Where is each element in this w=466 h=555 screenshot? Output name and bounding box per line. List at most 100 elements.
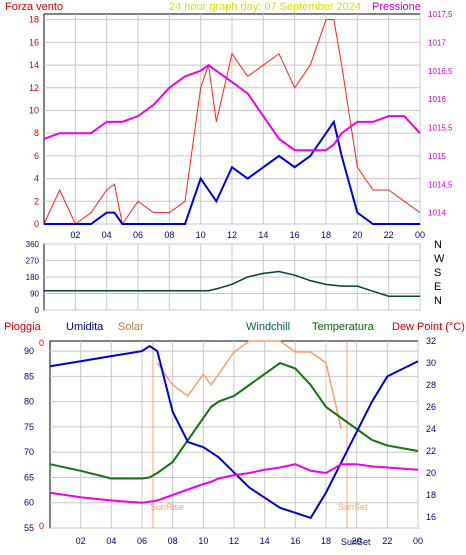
x-tick-label: 14 — [260, 536, 270, 546]
y-tick-label: 18 — [29, 15, 39, 25]
pressure-axis: 1014 1014,5 1015 1015,5 1016 1016,5 1017 1017,5 — [428, 10, 453, 218]
humidity-axis: 55 60 65 70 75 80 85 90 — [24, 346, 34, 533]
x-tick-label: 08 — [164, 230, 174, 240]
sunset-label: SunSet — [338, 502, 368, 512]
y2-tick-label: 22 — [426, 446, 436, 456]
y-tick-label: 0 — [34, 219, 39, 229]
y2-tick-label: 1015,5 — [428, 124, 453, 133]
y2-tick-label: 16 — [426, 512, 436, 522]
wind-speed-label: Forza vento — [5, 1, 63, 13]
compass-label: N — [434, 295, 442, 307]
x-tick-label: 22 — [384, 230, 394, 240]
y-tick-label: 0 — [35, 306, 40, 315]
x-tick-label: 02 — [76, 536, 86, 546]
y2-tick-label: 18 — [426, 490, 436, 500]
x-tick-label: 18 — [321, 536, 331, 546]
temperature-axis: 16 18 20 22 24 26 28 30 32 — [426, 336, 436, 522]
y-tick-label: 16 — [29, 37, 39, 47]
y-tick-label: 55 — [24, 523, 34, 533]
x-tick-label: 00 — [413, 536, 423, 546]
wind-direction-series — [44, 270, 420, 297]
x-tick-label: 08 — [168, 536, 178, 546]
y2-tick-label: 1014 — [428, 209, 446, 218]
y2-tick-label: 24 — [426, 424, 436, 434]
y-tick-label: 14 — [29, 60, 39, 70]
y2-tick-label: 26 — [426, 402, 436, 412]
y-tick-label: 60 — [24, 498, 34, 508]
y-tick-label: 80 — [24, 397, 34, 407]
compass-label: W — [434, 253, 445, 265]
bottom-grid — [50, 341, 419, 529]
humidity-series — [49, 344, 419, 520]
dewpoint-series — [49, 463, 419, 504]
y2-tick-label: 1016 — [428, 95, 446, 104]
x-tick-label: 06 — [133, 230, 143, 240]
x-tick-label: 04 — [102, 230, 112, 240]
y2-tick-label: 28 — [426, 380, 436, 390]
direction-grid — [44, 243, 421, 311]
x-tick-label: 04 — [106, 536, 116, 546]
direction-axis: 0 90 180 270 360 — [26, 240, 40, 315]
x-tick-label: 02 — [70, 230, 80, 240]
x-tick-label: 20 — [352, 230, 362, 240]
x-tick-label: 10 — [196, 230, 206, 240]
legend-item: Dew Point (°C) — [392, 321, 465, 333]
y-tick-label: 270 — [26, 257, 40, 266]
x-tick-label: 12 — [229, 536, 239, 546]
sunset-axis-label: SunSet — [341, 537, 371, 547]
y-tick-label: 180 — [26, 273, 40, 282]
y-tick-label: 2 — [34, 196, 39, 206]
legend-item: Pioggia — [4, 321, 42, 333]
chart-title: 24 hour graph day: 07 September 2024 — [169, 1, 361, 13]
x-tick-label: 22 — [382, 536, 392, 546]
legend-item: Umidita — [66, 321, 104, 333]
y-tick-label: 10 — [29, 105, 39, 115]
y-tick-label: 85 — [24, 371, 34, 381]
bottom-time-axis: 02 04 06 08 10 12 14 16 18 20 22 00 — [76, 536, 423, 546]
y-tick-label: 360 — [26, 240, 40, 249]
x-tick-label: 10 — [198, 536, 208, 546]
y-tick-label: 8 — [34, 128, 39, 138]
x-tick-label: 20 — [352, 536, 362, 546]
x-tick-label: 16 — [290, 536, 300, 546]
legend-item: Temperatura — [312, 321, 375, 333]
wind-gust-series — [43, 19, 421, 226]
rain-top-label: 0 — [39, 338, 44, 348]
x-tick-label: 16 — [290, 230, 300, 240]
compass-label: E — [434, 281, 441, 293]
y2-tick-label: 1017 — [428, 38, 446, 47]
wind-speed-axis: 0 2 4 6 8 10 12 14 16 18 — [29, 15, 39, 229]
pressure-label: Pressione — [372, 1, 421, 13]
solar-series — [156, 340, 343, 430]
x-tick-label: 06 — [137, 536, 147, 546]
bottom-legend: Pioggia Umidita Solar Windchill Temperatura D… — [4, 321, 465, 333]
y2-tick-label: 20 — [426, 468, 436, 478]
y-tick-label: 4 — [34, 174, 39, 184]
y2-tick-label: 30 — [426, 358, 436, 368]
y-tick-label: 75 — [24, 422, 34, 432]
y-tick-label: 65 — [24, 472, 34, 482]
x-tick-label: 14 — [258, 230, 268, 240]
y-tick-label: 90 — [30, 290, 39, 299]
wind-avg-series — [44, 119, 420, 225]
y2-tick-label: 32 — [426, 336, 436, 346]
x-tick-label: 12 — [227, 230, 237, 240]
y-tick-label: 70 — [24, 447, 34, 457]
x-tick-label: 18 — [321, 230, 331, 240]
legend-item: Windchill — [246, 321, 290, 333]
legend-item: Solar — [118, 321, 144, 333]
pressure-series — [43, 63, 421, 152]
x-tick-label: 00 — [415, 230, 425, 240]
y2-tick-label: 1015 — [428, 152, 446, 161]
y-tick-label: 12 — [29, 83, 39, 93]
temperature-series — [49, 361, 419, 480]
y2-tick-label: 1014,5 — [428, 180, 453, 189]
compass-label: N — [434, 239, 442, 251]
sunrise-label: SunRise — [150, 502, 184, 512]
rain-bottom-label: 0 — [39, 521, 44, 531]
y2-tick-label: 1017,5 — [428, 10, 453, 19]
top-grid — [44, 14, 421, 225]
top-time-axis: 02 04 06 08 10 12 14 16 18 20 22 00 — [70, 230, 425, 240]
